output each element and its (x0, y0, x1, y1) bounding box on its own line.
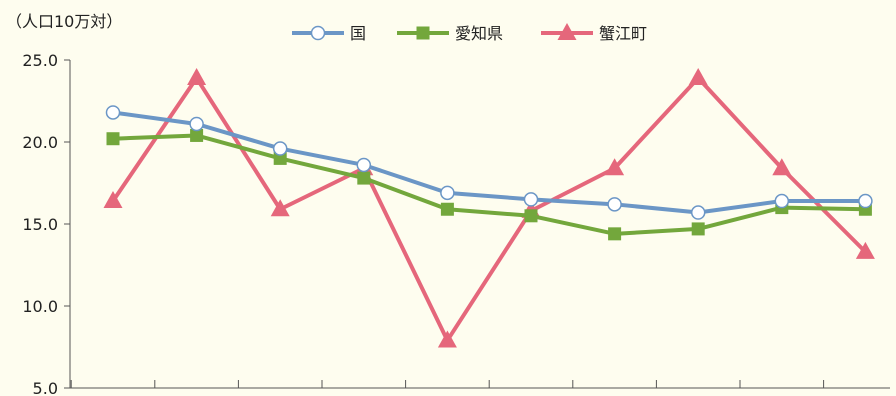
data-point (437, 330, 457, 348)
data-point (103, 191, 123, 209)
data-point (774, 193, 790, 209)
data-point (273, 151, 287, 165)
data-point (557, 23, 577, 40)
data-point (189, 116, 204, 132)
x-axis (70, 380, 890, 389)
data-point (440, 202, 454, 216)
data-point (356, 157, 372, 173)
data-point (357, 171, 371, 185)
data-point (690, 205, 706, 220)
data-point (190, 128, 204, 142)
data-point (105, 105, 121, 120)
legend-label: 蟹江町 (599, 24, 647, 43)
y-tick-label: 25.0 (22, 51, 58, 70)
data-point (691, 222, 705, 236)
series-line (112, 110, 866, 215)
y-unit-label: （人口10万対） (6, 12, 122, 31)
data-point (440, 185, 455, 201)
legend: 国 愛知県 蟹江町 (292, 23, 647, 43)
series-2 (106, 128, 872, 241)
series-line (112, 133, 866, 236)
legend-label: 国 (350, 24, 366, 43)
data-point (524, 209, 538, 223)
y-tick-label: 10.0 (22, 297, 58, 316)
series-line (111, 76, 867, 343)
data-point (523, 192, 539, 207)
data-point (772, 158, 792, 176)
data-point (607, 197, 622, 212)
data-point (858, 193, 873, 209)
data-point (187, 68, 207, 86)
y-tick-label: 5.0 (33, 379, 58, 396)
y-axis: 25.0 20.0 15.0 10.0 5.0 (22, 51, 71, 396)
legend-item-2: 愛知県 (397, 24, 503, 43)
data-point (416, 26, 430, 40)
legend-item-3: 蟹江町 (541, 23, 647, 43)
legend-label: 愛知県 (455, 24, 503, 43)
series-group (103, 68, 875, 348)
data-point (106, 132, 120, 146)
y-tick-label: 15.0 (22, 215, 58, 234)
y-tick-label: 20.0 (22, 133, 58, 152)
data-point (688, 68, 708, 86)
series-3 (103, 68, 875, 348)
data-point (605, 158, 625, 176)
data-point (608, 227, 622, 241)
data-point (855, 241, 875, 259)
legend-item-1: 国 (292, 24, 366, 43)
data-point (310, 25, 326, 41)
data-point (272, 141, 288, 156)
data-point (270, 199, 290, 217)
series-1 (105, 105, 873, 220)
